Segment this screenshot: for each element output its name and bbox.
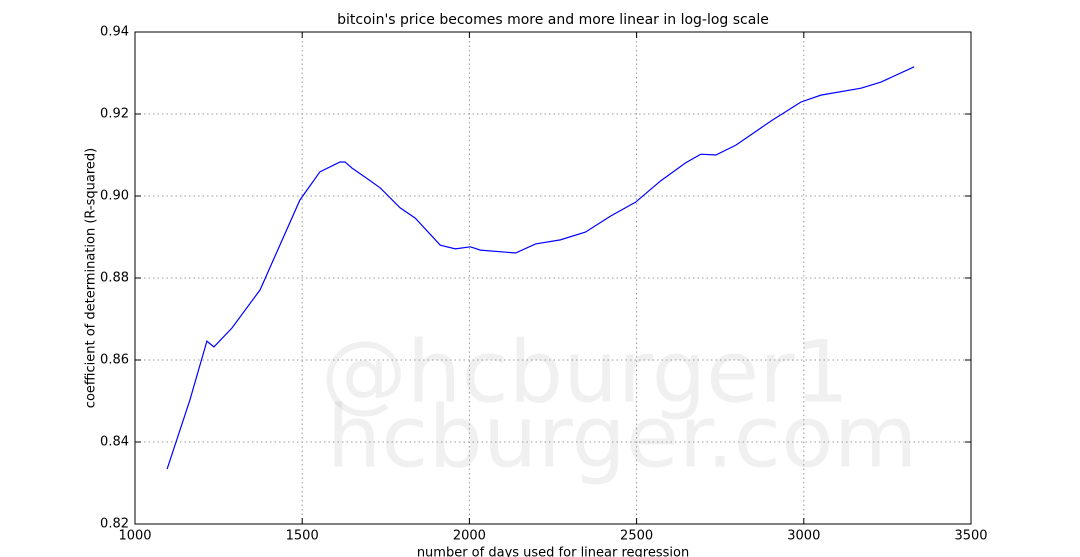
watermark: @hcburger1 [321,322,849,422]
y-axis-label: coefficient of determination (R-squared) [84,148,99,408]
x-tick-label: 3500 [954,529,987,544]
y-tick-label: 0.94 [100,25,129,40]
y-tick-label: 0.88 [100,271,129,286]
y-tick-label: 0.86 [100,353,129,368]
x-tick-label: 1000 [118,529,151,544]
x-tick-label: 3000 [787,529,820,544]
x-tick-label: 2000 [453,529,486,544]
y-tick-label: 0.90 [100,189,129,204]
line-series [166,66,915,470]
x-tick-label: 2500 [620,529,653,544]
y-tick-label: 0.84 [100,435,129,450]
chart-title: bitcoin's price becomes more and more li… [337,12,769,28]
plot-frame [134,31,972,525]
x-tick-label: 1500 [286,529,319,544]
watermark: hcburger.com [327,387,918,487]
x-axis-label: number of days used for linear regressio… [417,546,689,557]
y-tick-label: 0.92 [100,107,129,122]
y-tick-label: 0.82 [100,517,129,532]
